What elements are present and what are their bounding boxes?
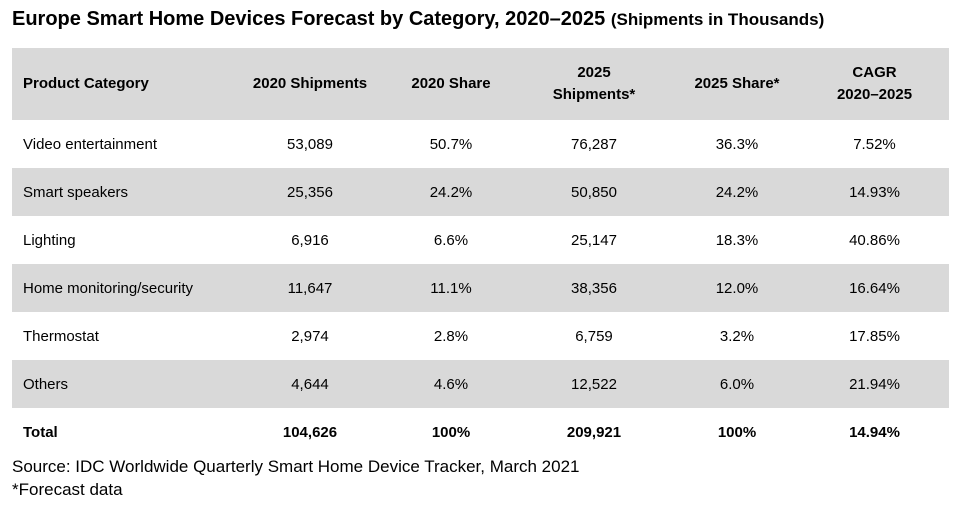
table-row: Lighting 6,916 6.6% 25,147 18.3% 40.86% xyxy=(12,216,949,264)
forecast-footnote: *Forecast data xyxy=(12,480,123,499)
cell-category: Home monitoring/security xyxy=(23,279,194,297)
total-shipments-2025: 209,921 xyxy=(566,423,622,441)
title-main: Europe Smart Home Devices Forecast by Ca… xyxy=(12,8,606,30)
cell-share-2020: 4.6% xyxy=(433,375,469,393)
total-share-2020: 100% xyxy=(431,423,471,441)
cell-category: Others xyxy=(23,375,69,393)
cell-cagr: 40.86% xyxy=(849,231,900,249)
cell-share-2020: 11.1% xyxy=(430,279,472,297)
cell-share-2025: 36.3% xyxy=(715,135,759,153)
cell-share-2020: 2.8% xyxy=(433,327,469,345)
cell-shipments-2025: 25,147 xyxy=(571,231,617,249)
cell-shipments-2020: 25,356 xyxy=(287,183,333,201)
table-total-row: Total 104,626 100% 209,921 100% 14.94% xyxy=(12,408,949,456)
total-category: Total xyxy=(23,423,58,441)
cell-shipments-2025: 6,759 xyxy=(575,327,613,345)
table-notes: Source: IDC Worldwide Quarterly Smart Ho… xyxy=(12,455,580,501)
cell-category: Lighting xyxy=(23,231,76,249)
table-row: Thermostat 2,974 2.8% 6,759 3.2% 17.85% xyxy=(12,312,949,360)
cell-cagr: 14.93% xyxy=(849,183,900,201)
cell-category: Smart speakers xyxy=(23,183,129,201)
cell-share-2020: 24.2% xyxy=(429,183,473,201)
table-row: Home monitoring/security 11,647 11.1% 38… xyxy=(12,264,949,312)
header-shipments-2020: 2020 Shipments xyxy=(252,75,368,92)
cell-cagr: 17.85% xyxy=(849,327,900,345)
cell-shipments-2025: 12,522 xyxy=(571,375,617,393)
cell-share-2020: 50.7% xyxy=(429,135,473,153)
header-shipments-2025: 2025 Shipments* xyxy=(514,48,674,120)
page-title: Europe Smart Home Devices Forecast by Ca… xyxy=(12,8,824,31)
header-shipments-2025-line1: 2025 xyxy=(577,64,611,81)
header-share-2025: 2025 Share* xyxy=(694,75,780,92)
total-cagr: 14.94% xyxy=(849,423,900,441)
cell-shipments-2020: 11,647 xyxy=(287,279,333,297)
title-subtitle: (Shipments in Thousands) xyxy=(610,10,825,29)
header-shipments-2025-line2: Shipments* xyxy=(552,86,636,103)
cell-shipments-2020: 6,916 xyxy=(291,231,329,249)
header-cagr-line1: CAGR xyxy=(852,64,897,81)
source-note: Source: IDC Worldwide Quarterly Smart Ho… xyxy=(12,457,580,476)
cell-share-2025: 3.2% xyxy=(719,327,755,345)
cell-share-2025: 24.2% xyxy=(715,183,759,201)
table-row: Smart speakers 25,356 24.2% 50,850 24.2%… xyxy=(12,168,949,216)
header-cagr: CAGR 2020–2025 xyxy=(800,48,949,120)
cell-shipments-2020: 53,089 xyxy=(287,135,333,153)
cell-shipments-2025: 50,850 xyxy=(571,183,617,201)
cell-shipments-2020: 4,644 xyxy=(291,375,329,393)
cell-shipments-2025: 76,287 xyxy=(571,135,617,153)
cell-shipments-2025: 38,356 xyxy=(571,279,617,297)
forecast-table: Product Category 2020 Shipments 2020 Sha… xyxy=(12,48,949,456)
cell-share-2025: 18.3% xyxy=(715,231,759,249)
cell-cagr: 16.64% xyxy=(849,279,900,297)
header-category: Product Category xyxy=(23,75,149,92)
total-share-2025: 100% xyxy=(717,423,757,441)
table-row: Others 4,644 4.6% 12,522 6.0% 21.94% xyxy=(12,360,949,408)
cell-cagr: 7.52% xyxy=(853,135,896,153)
total-shipments-2020: 104,626 xyxy=(282,423,338,441)
cell-share-2025: 6.0% xyxy=(719,375,755,393)
table-header-row: Product Category 2020 Shipments 2020 Sha… xyxy=(12,48,949,120)
cell-share-2025: 12.0% xyxy=(715,279,759,297)
cell-shipments-2020: 2,974 xyxy=(291,327,329,345)
table-row: Video entertainment 53,089 50.7% 76,287 … xyxy=(12,120,949,168)
cell-category: Thermostat xyxy=(23,327,99,345)
header-cagr-line2: 2020–2025 xyxy=(836,86,913,103)
cell-category: Video entertainment xyxy=(23,135,157,153)
cell-share-2020: 6.6% xyxy=(433,231,469,249)
header-share-2020: 2020 Share xyxy=(411,75,491,92)
cell-cagr: 21.94% xyxy=(849,375,900,393)
